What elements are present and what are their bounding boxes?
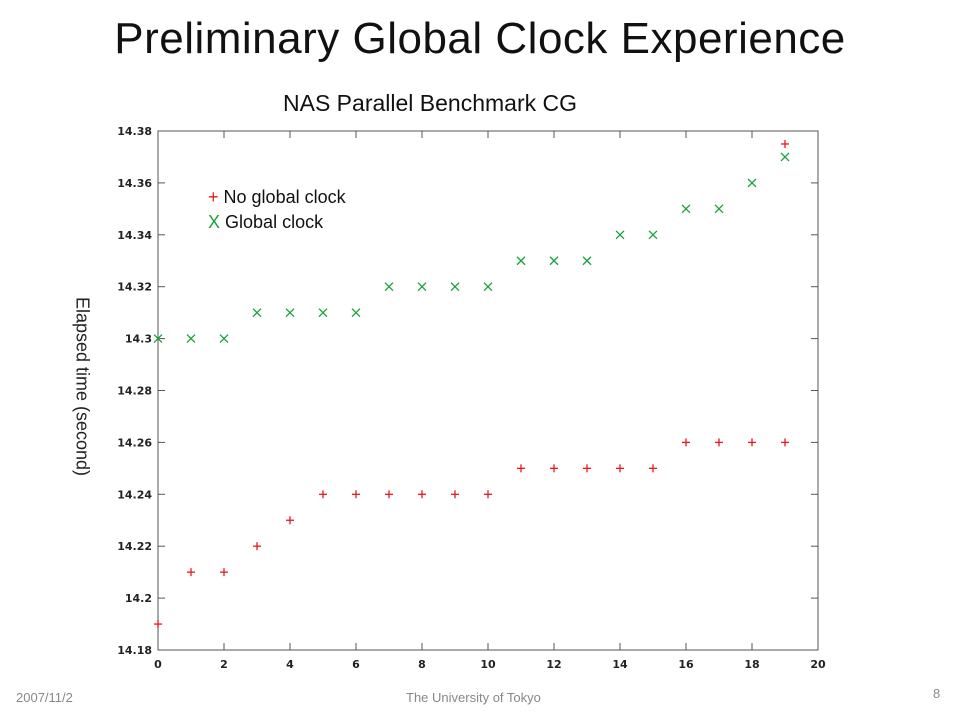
x-tick-label: 14 xyxy=(612,658,628,671)
x-tick: 0 xyxy=(154,131,162,671)
data-point-x xyxy=(318,308,328,318)
y-tick: 14.22 xyxy=(117,540,818,553)
x-tick: 10 xyxy=(480,131,496,671)
y-tick: 14.38 xyxy=(117,125,818,138)
legend-marker-plus: + xyxy=(208,187,219,207)
x-tick-label: 4 xyxy=(286,658,294,671)
data-point-x xyxy=(747,178,757,188)
x-tick-label: 12 xyxy=(546,658,561,671)
x-tick-label: 8 xyxy=(418,658,426,671)
data-point-x xyxy=(516,256,526,266)
data-point-x xyxy=(219,334,229,344)
data-point-x xyxy=(681,204,691,214)
x-tick-label: 6 xyxy=(352,658,360,671)
data-point-plus xyxy=(451,490,459,499)
data-point-plus xyxy=(748,438,756,447)
data-point-x xyxy=(153,334,163,344)
legend: + No global clock X Global clock xyxy=(208,185,346,235)
legend-entry-no-global-clock: + No global clock xyxy=(208,185,346,210)
x-tick-label: 18 xyxy=(744,658,759,671)
y-tick-label: 14.18 xyxy=(117,644,152,657)
data-point-x xyxy=(450,282,460,292)
data-point-x xyxy=(615,230,625,240)
data-point-x xyxy=(285,308,295,318)
x-tick: 4 xyxy=(286,131,294,671)
x-tick: 6 xyxy=(352,131,360,671)
y-tick-label: 14.38 xyxy=(117,125,152,138)
data-point-x xyxy=(582,256,592,266)
y-tick-label: 14.32 xyxy=(117,281,152,294)
y-tick-label: 14.22 xyxy=(117,540,152,553)
data-point-x xyxy=(780,152,790,162)
x-tick: 20 xyxy=(810,131,826,671)
data-point-plus xyxy=(352,490,360,499)
legend-label: Global clock xyxy=(225,212,324,232)
y-tick: 14.28 xyxy=(117,385,818,398)
data-point-x xyxy=(714,204,724,214)
y-tick: 14.3 xyxy=(125,333,818,346)
data-point-plus xyxy=(715,438,723,447)
data-point-x xyxy=(252,308,262,318)
x-tick-label: 2 xyxy=(220,658,228,671)
data-point-x xyxy=(417,282,427,292)
x-tick-label: 10 xyxy=(480,658,496,671)
footer-date: 2007/11/2 xyxy=(16,690,73,705)
data-point-plus xyxy=(517,464,525,473)
data-point-x xyxy=(186,334,196,344)
data-point-x xyxy=(549,256,559,266)
data-point-plus xyxy=(781,438,789,447)
y-tick-label: 14.34 xyxy=(117,229,152,242)
y-tick-label: 14.3 xyxy=(125,333,152,346)
data-point-x xyxy=(483,282,493,292)
x-tick: 16 xyxy=(678,131,694,671)
data-point-plus xyxy=(385,490,393,499)
y-tick: 14.26 xyxy=(117,436,818,449)
data-point-plus xyxy=(187,568,195,577)
data-point-plus xyxy=(583,464,591,473)
data-point-x xyxy=(351,308,361,318)
y-tick-label: 14.28 xyxy=(117,385,152,398)
data-point-plus xyxy=(220,568,228,577)
x-tick-label: 20 xyxy=(810,658,826,671)
data-point-x xyxy=(648,230,658,240)
legend-label: No global clock xyxy=(223,187,346,207)
data-point-plus xyxy=(154,620,162,629)
y-tick: 14.34 xyxy=(117,229,818,242)
footer-organization: The University of Tokyo xyxy=(406,690,541,705)
x-tick: 18 xyxy=(744,131,760,671)
data-point-plus xyxy=(682,438,690,447)
data-point-plus xyxy=(484,490,492,499)
x-tick: 8 xyxy=(418,131,426,671)
legend-entry-global-clock: X Global clock xyxy=(208,210,346,235)
y-tick-label: 14.36 xyxy=(117,177,152,190)
y-tick: 14.24 xyxy=(117,488,818,501)
y-tick: 14.18 xyxy=(117,644,818,657)
y-tick-label: 14.26 xyxy=(117,436,152,449)
legend-marker-x: X xyxy=(208,212,221,232)
data-point-plus xyxy=(550,464,558,473)
data-point-plus xyxy=(418,490,426,499)
data-point-plus xyxy=(286,516,294,525)
x-tick-label: 0 xyxy=(154,658,162,671)
y-tick-label: 14.24 xyxy=(117,488,152,501)
x-tick-label: 16 xyxy=(678,658,694,671)
data-point-plus xyxy=(616,464,624,473)
data-point-plus xyxy=(649,464,657,473)
data-point-x xyxy=(384,282,394,292)
y-tick-label: 14.2 xyxy=(125,592,152,605)
y-tick: 14.32 xyxy=(117,281,818,294)
slide-title: Preliminary Global Clock Experience xyxy=(114,14,846,63)
data-point-plus xyxy=(253,542,261,551)
y-tick: 14.2 xyxy=(125,592,818,605)
chart-title: NAS Parallel Benchmark CG xyxy=(283,90,577,116)
page-number: 8 xyxy=(933,686,941,701)
x-tick: 12 xyxy=(546,131,562,671)
y-tick: 14.36 xyxy=(117,177,818,190)
x-tick: 14 xyxy=(612,131,628,671)
data-point-plus xyxy=(781,139,789,148)
data-point-plus xyxy=(319,490,327,499)
x-tick: 2 xyxy=(220,131,228,671)
